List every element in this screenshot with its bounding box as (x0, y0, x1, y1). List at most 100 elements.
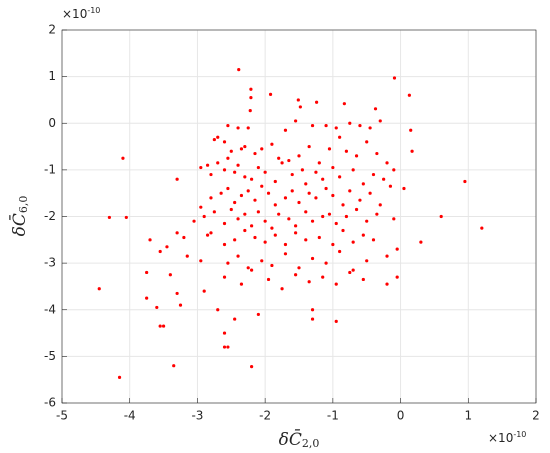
point (361, 233, 365, 237)
point (226, 123, 230, 128)
point (270, 142, 274, 146)
x-tick-label: -1 (327, 409, 339, 423)
point (338, 135, 342, 139)
y-multiplier-exp: -10 (87, 6, 100, 15)
point (229, 149, 233, 153)
point (260, 184, 264, 188)
point (216, 135, 220, 139)
y-multiplier-base: ×10 (62, 7, 87, 21)
point (243, 144, 247, 149)
point (315, 100, 319, 104)
point (121, 156, 125, 160)
point (209, 196, 213, 200)
point (158, 324, 162, 328)
point (165, 245, 169, 249)
point (294, 224, 298, 228)
points (97, 68, 484, 379)
point (338, 175, 342, 179)
point (321, 177, 325, 181)
point (266, 191, 271, 195)
point (249, 87, 253, 91)
x-label-sub: 2,0 (302, 437, 320, 450)
point (168, 273, 172, 277)
point (283, 196, 288, 200)
y-multiplier: ×10-10 (62, 6, 100, 21)
point (296, 98, 300, 102)
point (226, 186, 230, 191)
point (310, 256, 315, 261)
point (209, 231, 213, 235)
point (351, 168, 355, 172)
point (246, 126, 250, 130)
point (145, 270, 149, 275)
point (388, 184, 393, 188)
point (294, 119, 298, 123)
point (182, 235, 186, 240)
point (273, 203, 277, 207)
point (317, 161, 321, 165)
point (351, 240, 355, 244)
point (277, 212, 281, 216)
point (222, 345, 227, 349)
point (256, 312, 260, 317)
point (439, 214, 443, 219)
point (361, 182, 365, 186)
point (216, 308, 220, 312)
point (365, 140, 369, 144)
x-tick-label: 2 (532, 409, 540, 423)
point (344, 149, 348, 153)
point (229, 207, 233, 212)
point (205, 163, 210, 167)
point (233, 170, 237, 174)
point (199, 205, 203, 209)
point (283, 252, 288, 256)
point (321, 214, 325, 219)
point (304, 238, 308, 242)
point (463, 179, 467, 184)
point (354, 207, 359, 212)
point (202, 289, 206, 293)
point (392, 76, 397, 80)
point (236, 126, 240, 130)
point (219, 191, 223, 195)
point (314, 170, 318, 174)
point (324, 261, 328, 265)
point (124, 215, 128, 220)
point (287, 217, 291, 221)
x-label-main: δC̄ (279, 427, 302, 449)
point (263, 240, 267, 244)
point (236, 163, 240, 167)
point (480, 226, 484, 230)
point (175, 291, 179, 296)
point (222, 331, 227, 335)
point (338, 249, 342, 254)
y-tick-label: 1 (48, 69, 56, 83)
point (392, 217, 396, 221)
point (277, 156, 281, 160)
point (250, 365, 254, 369)
point (243, 175, 247, 179)
point (253, 198, 257, 202)
point (222, 275, 227, 279)
y-label-main: δC̄ (7, 213, 29, 236)
point (344, 214, 348, 219)
point (354, 154, 359, 158)
point (97, 287, 101, 291)
point (236, 217, 240, 221)
point (324, 123, 328, 128)
y-label-sub: 6,0 (17, 196, 30, 214)
point (212, 210, 216, 214)
point (226, 345, 230, 349)
point (385, 282, 389, 286)
point (385, 161, 389, 165)
point (246, 189, 250, 193)
point (199, 259, 203, 263)
point (158, 249, 162, 254)
point (246, 266, 250, 270)
y-tick-label: -6 (44, 396, 56, 410)
point (298, 105, 302, 109)
x-tick-label: 1 (464, 409, 472, 423)
x-axis-label: δC̄2,0 (279, 427, 320, 450)
point (290, 172, 294, 177)
